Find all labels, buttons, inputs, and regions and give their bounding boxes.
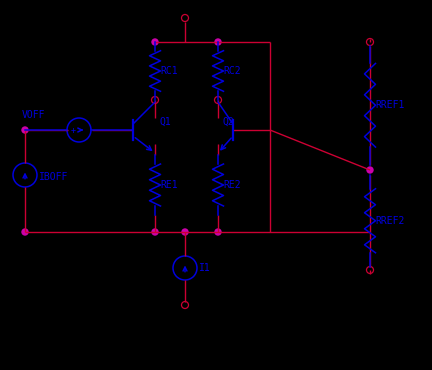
Circle shape — [215, 39, 221, 45]
Text: IBOFF: IBOFF — [39, 172, 68, 182]
Circle shape — [152, 229, 158, 235]
Text: +: + — [71, 125, 76, 135]
Text: Q1: Q1 — [159, 117, 171, 127]
Text: RC2: RC2 — [223, 66, 241, 76]
Text: I1: I1 — [199, 263, 211, 273]
Circle shape — [22, 127, 28, 133]
Text: RE1: RE1 — [160, 180, 178, 190]
Circle shape — [182, 229, 188, 235]
Circle shape — [152, 39, 158, 45]
Circle shape — [22, 229, 28, 235]
Circle shape — [367, 167, 373, 173]
Text: RE2: RE2 — [223, 180, 241, 190]
Text: RREF2: RREF2 — [375, 216, 404, 226]
Text: RC1: RC1 — [160, 66, 178, 76]
Text: Q2: Q2 — [222, 117, 234, 127]
Text: VOFF: VOFF — [22, 110, 45, 120]
Circle shape — [215, 229, 221, 235]
Text: RREF1: RREF1 — [375, 100, 404, 110]
